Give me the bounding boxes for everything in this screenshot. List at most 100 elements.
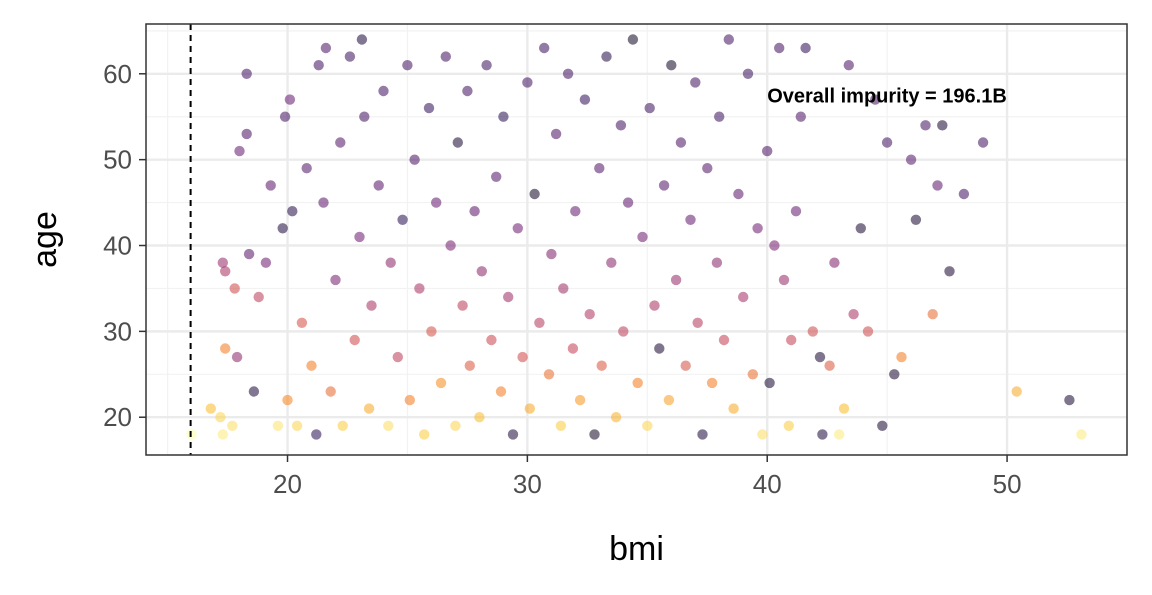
data-point xyxy=(435,377,447,389)
data-point xyxy=(457,300,468,311)
data-point xyxy=(637,231,648,243)
data-point xyxy=(248,386,260,397)
data-point xyxy=(742,68,754,80)
data-point xyxy=(517,351,528,363)
data-point xyxy=(356,34,368,45)
data-point xyxy=(529,188,540,200)
data-point xyxy=(622,197,634,208)
data-point xyxy=(495,386,507,397)
data-point xyxy=(958,188,970,200)
data-point xyxy=(311,429,322,440)
data-points xyxy=(186,34,1087,440)
data-point xyxy=(220,343,231,354)
data-point xyxy=(325,386,336,397)
data-point xyxy=(644,102,655,114)
data-point xyxy=(762,145,773,157)
data-point xyxy=(284,94,296,105)
data-point xyxy=(881,137,893,148)
x-tick-label: 50 xyxy=(993,469,1022,499)
data-point xyxy=(550,128,562,140)
data-point xyxy=(282,394,293,406)
data-point xyxy=(606,257,617,268)
data-point xyxy=(431,197,442,208)
x-tick-label: 30 xyxy=(513,469,542,499)
data-point xyxy=(1076,429,1087,440)
data-point xyxy=(663,394,675,406)
data-point xyxy=(373,180,384,191)
data-point xyxy=(654,343,665,354)
data-point xyxy=(702,163,713,174)
data-point xyxy=(675,137,687,148)
data-point xyxy=(272,420,284,431)
data-point xyxy=(562,68,574,80)
data-point xyxy=(366,300,377,311)
data-point xyxy=(610,412,622,423)
data-point xyxy=(392,351,403,363)
data-point xyxy=(217,429,228,440)
data-point xyxy=(359,111,370,122)
data-point xyxy=(567,343,579,354)
data-point xyxy=(383,420,394,431)
x-axis-ticks: 20 30 40 50 xyxy=(273,455,1022,499)
data-point xyxy=(718,334,730,346)
data-point xyxy=(277,223,288,234)
data-point xyxy=(313,59,324,71)
data-point xyxy=(680,360,691,371)
data-point xyxy=(378,85,389,97)
x-axis-title: bmi xyxy=(609,530,664,568)
data-point xyxy=(834,429,845,440)
data-point xyxy=(1064,394,1075,406)
data-point xyxy=(464,360,475,371)
data-point xyxy=(450,420,461,431)
y-tick-label: 60 xyxy=(103,59,132,89)
data-point xyxy=(217,257,228,268)
data-point xyxy=(790,206,802,217)
data-point xyxy=(306,360,317,371)
data-point xyxy=(462,85,473,97)
data-point xyxy=(234,145,245,157)
data-point xyxy=(243,248,255,260)
impurity-annotation: Overall impurity = 196.1B xyxy=(767,85,1007,107)
data-point xyxy=(658,180,670,191)
grid-lines xyxy=(146,24,1128,455)
data-point xyxy=(905,154,917,165)
data-point xyxy=(512,223,523,234)
data-point xyxy=(296,317,308,328)
data-point xyxy=(795,111,806,122)
data-point xyxy=(574,394,586,406)
data-point xyxy=(589,429,600,440)
y-tick-label: 40 xyxy=(103,231,132,261)
data-point xyxy=(205,403,216,414)
data-point xyxy=(291,420,303,431)
data-point xyxy=(814,351,826,363)
data-point xyxy=(330,274,341,286)
data-point xyxy=(558,283,569,294)
data-point xyxy=(824,360,835,371)
data-point xyxy=(337,420,348,431)
y-tick-label: 50 xyxy=(103,145,132,175)
data-point xyxy=(642,420,653,431)
data-point xyxy=(414,283,425,294)
data-point xyxy=(843,59,854,71)
data-point xyxy=(402,59,413,71)
data-point xyxy=(349,334,360,346)
data-point xyxy=(807,326,818,337)
data-point xyxy=(404,394,415,406)
data-point xyxy=(445,240,456,251)
data-point xyxy=(870,94,881,105)
data-point xyxy=(287,206,298,217)
data-point xyxy=(543,369,555,380)
data-point xyxy=(507,429,519,440)
data-point xyxy=(474,412,485,423)
data-point xyxy=(838,403,850,414)
data-point xyxy=(601,51,612,62)
data-point xyxy=(423,102,435,114)
data-point xyxy=(783,420,794,431)
data-point xyxy=(522,77,533,88)
data-point xyxy=(503,291,514,303)
data-point xyxy=(817,429,828,440)
data-point xyxy=(260,257,272,268)
data-point xyxy=(241,68,252,80)
data-point xyxy=(778,274,790,286)
